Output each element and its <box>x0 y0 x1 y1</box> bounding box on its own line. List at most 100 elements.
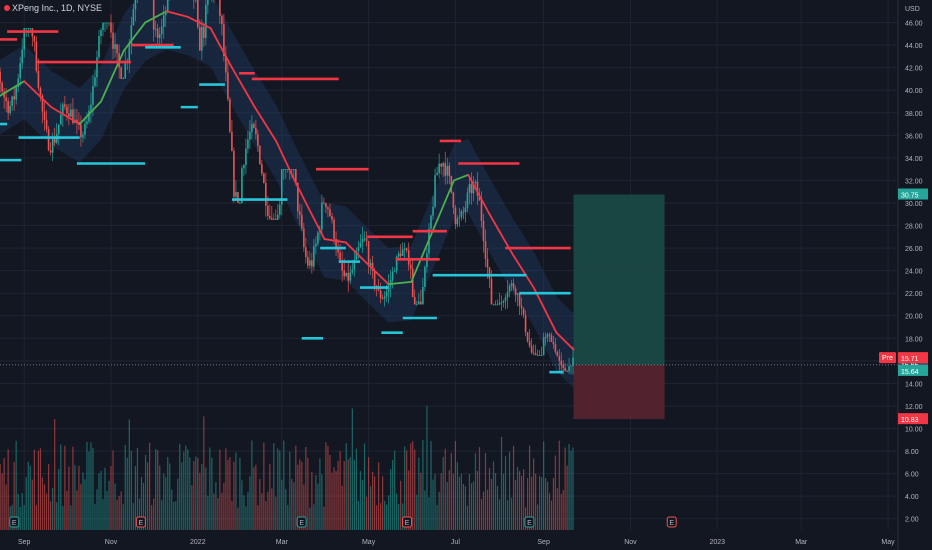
moving-average-segment <box>209 27 233 69</box>
volume-bar <box>444 448 446 530</box>
candle-body <box>106 22 108 24</box>
candle-body <box>239 202 241 204</box>
candle-body <box>276 214 279 220</box>
candle-body <box>347 272 350 281</box>
volume-bar <box>552 478 555 530</box>
moving-average-segment <box>467 173 491 216</box>
candle-body <box>17 78 19 87</box>
moving-average-segment <box>453 173 470 182</box>
candle-body <box>286 169 289 170</box>
candle-body <box>301 214 303 229</box>
volume-bar <box>333 467 335 530</box>
volume-bar <box>307 457 309 530</box>
candle-body <box>39 88 42 96</box>
candle-body <box>251 124 253 132</box>
volume-bar <box>466 505 469 530</box>
earnings-marker[interactable]: E <box>296 516 307 528</box>
volume-bar <box>376 505 378 530</box>
volume-bar <box>80 483 82 530</box>
time-tick-label: Mar <box>795 539 808 546</box>
candle-body <box>25 28 28 29</box>
volume-bar <box>267 491 269 530</box>
volume-bar <box>305 446 307 530</box>
candle-body <box>255 127 257 135</box>
candle-body <box>0 71 1 83</box>
candle-body <box>566 371 568 372</box>
candle-body <box>544 337 547 339</box>
volume-bar <box>116 499 118 530</box>
volume-bar <box>337 460 339 530</box>
price-tick-label: 14.00 <box>905 381 923 388</box>
volume-bar <box>47 464 50 530</box>
candle-body <box>434 175 436 207</box>
volume-bar <box>221 492 223 530</box>
volume-bar <box>402 503 404 530</box>
earnings-marker-box <box>135 516 146 528</box>
candle-body <box>267 205 269 216</box>
volume-bar <box>13 462 15 530</box>
candle-body <box>548 334 551 336</box>
earnings-marker[interactable]: E <box>9 516 20 528</box>
volume-bar <box>297 464 299 530</box>
candle-body <box>80 124 82 138</box>
candle-body <box>528 340 531 346</box>
volume-bar <box>90 442 92 530</box>
moving-average-segment <box>100 49 125 103</box>
volume-bar <box>23 505 25 530</box>
volume-bar <box>355 448 357 530</box>
moving-average-segment <box>23 80 53 109</box>
volume-bar <box>432 479 434 530</box>
volume-bar <box>486 489 489 530</box>
volume-bar <box>554 455 556 530</box>
earnings-marker-box <box>402 516 413 528</box>
earnings-marker-label: E <box>405 520 410 527</box>
candle-body <box>377 289 380 291</box>
candle-body <box>90 104 92 111</box>
earnings-marker[interactable]: E <box>666 516 677 528</box>
volume-bar <box>138 498 141 530</box>
candle-body <box>154 28 157 30</box>
volume-bar <box>329 454 331 530</box>
price-tick-label: 24.00 <box>905 269 923 276</box>
volume-bar <box>283 440 285 530</box>
price-tick-label: 32.00 <box>905 178 923 185</box>
time-tick-label: Mar <box>276 539 289 546</box>
price-tick-label: 2.00 <box>905 517 919 524</box>
volume-bar <box>420 472 422 530</box>
candle-body <box>407 250 410 265</box>
candle-body <box>160 26 163 35</box>
volume-bar <box>271 488 273 530</box>
volume-bar <box>279 450 281 530</box>
price-tick-label: 4.00 <box>905 494 919 501</box>
earnings-marker[interactable]: E <box>135 516 146 528</box>
volume-bar <box>62 506 64 530</box>
earnings-marker[interactable]: E <box>402 516 413 528</box>
volume-bar <box>558 440 560 530</box>
profit-target-zone[interactable] <box>573 194 665 365</box>
volume-bar <box>37 450 40 530</box>
candle-body <box>371 262 374 271</box>
symbol-title[interactable]: XPeng Inc., 1D, NYSE <box>4 3 102 13</box>
volume-bar <box>68 466 70 530</box>
candle-body <box>508 285 511 293</box>
time-tick-label: 2023 <box>709 539 725 546</box>
candle-body <box>94 77 96 86</box>
price-tick-label: 36.00 <box>905 133 923 140</box>
earnings-marker[interactable]: E <box>524 516 535 528</box>
volume-bar <box>229 457 231 530</box>
candle-body <box>62 104 64 115</box>
stop-loss-zone[interactable] <box>573 364 665 420</box>
volume-bar <box>33 449 35 530</box>
volume-bar <box>146 462 149 530</box>
volume-bar <box>426 405 428 530</box>
volume-bar <box>382 476 384 530</box>
candle-body <box>227 72 229 100</box>
volume-bar <box>386 504 388 530</box>
volume-bar <box>187 449 189 530</box>
candle-body <box>233 150 235 197</box>
volume-bar <box>468 473 471 530</box>
volume-bar <box>225 448 227 530</box>
candle-body <box>15 86 17 100</box>
